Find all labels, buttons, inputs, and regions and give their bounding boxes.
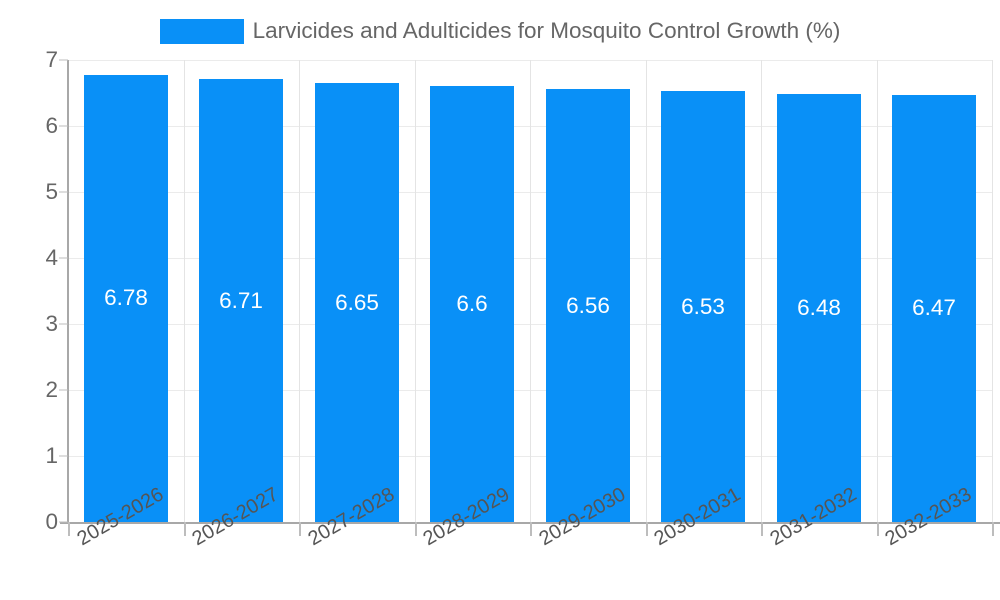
bar-value-label: 6.53: [681, 293, 725, 319]
legend-color-swatch-icon: [159, 18, 244, 44]
gridline-vertical: [415, 60, 416, 522]
plot-area: 0 1 2 3 4 5 6 7 6.78 6.71 6.65 6.6 6.56 6.53 6.48 6.47: [45, 48, 1000, 536]
y-axis-tick-mark: [59, 389, 68, 391]
y-axis-tick-mark: [59, 521, 68, 523]
gridline-vertical: [530, 60, 531, 522]
y-axis-line: [67, 60, 69, 523]
gridline-vertical: [761, 60, 762, 522]
y-axis-tick-mark: [59, 125, 68, 127]
bar-value-label: 6.56: [566, 292, 610, 318]
gridline-vertical: [299, 60, 300, 522]
x-axis-tick-mark: [646, 522, 648, 536]
y-axis-tick-mark: [59, 455, 68, 457]
gridline-vertical: [877, 60, 878, 522]
gridline-vertical: [646, 60, 647, 522]
bar-value-label: 6.47: [912, 295, 956, 321]
legend-item-series-0[interactable]: Larvicides and Adulticides for Mosquito …: [159, 17, 841, 44]
y-axis-tick-mark: [59, 323, 68, 325]
x-axis-tick-mark: [299, 522, 301, 536]
y-axis-tick-label: 6: [45, 112, 58, 138]
x-axis-tick-mark: [530, 522, 532, 536]
y-axis-tick-label: 2: [45, 376, 58, 402]
x-axis-tick-mark: [877, 522, 879, 536]
bar[interactable]: 6.48: [777, 94, 861, 522]
legend-item-label: Larvicides and Adulticides for Mosquito …: [252, 17, 841, 43]
x-axis-tick-mark: [415, 522, 417, 536]
y-axis-tick-label: 1: [45, 442, 58, 468]
bar-value-label: 6.71: [219, 287, 263, 313]
bar-value-label: 6.65: [335, 289, 379, 315]
x-axis-tick-mark: [68, 522, 70, 536]
gridline-vertical: [184, 60, 185, 522]
y-axis-tick-label: 0: [45, 508, 58, 534]
x-axis-tick-mark: [761, 522, 763, 536]
bar[interactable]: 6.71: [199, 79, 283, 522]
bar[interactable]: 6.6: [430, 86, 514, 522]
y-axis-tick-label: 5: [45, 178, 58, 204]
chart-legend: Larvicides and Adulticides for Mosquito …: [0, 12, 1000, 50]
x-axis-tick-mark: [184, 522, 186, 536]
bar[interactable]: 6.65: [315, 83, 399, 522]
bar-value-label: 6.6: [456, 291, 488, 317]
y-axis-tick-label: 3: [45, 310, 58, 336]
bar-value-label: 6.48: [797, 295, 841, 321]
x-axis-tick-mark: [992, 522, 994, 536]
bar[interactable]: 6.78: [84, 74, 168, 522]
gridline-vertical: [992, 60, 993, 522]
bar[interactable]: 6.47: [892, 94, 976, 522]
y-axis-tick-label: 4: [45, 244, 58, 270]
y-axis-tick-label: 7: [45, 46, 58, 72]
bar-value-label: 6.78: [104, 285, 148, 311]
bar[interactable]: 6.53: [661, 91, 745, 522]
y-axis-tick-mark: [59, 191, 68, 193]
y-axis-tick-mark: [59, 59, 68, 61]
bar[interactable]: 6.56: [546, 89, 630, 522]
y-axis-tick-mark: [59, 257, 68, 259]
